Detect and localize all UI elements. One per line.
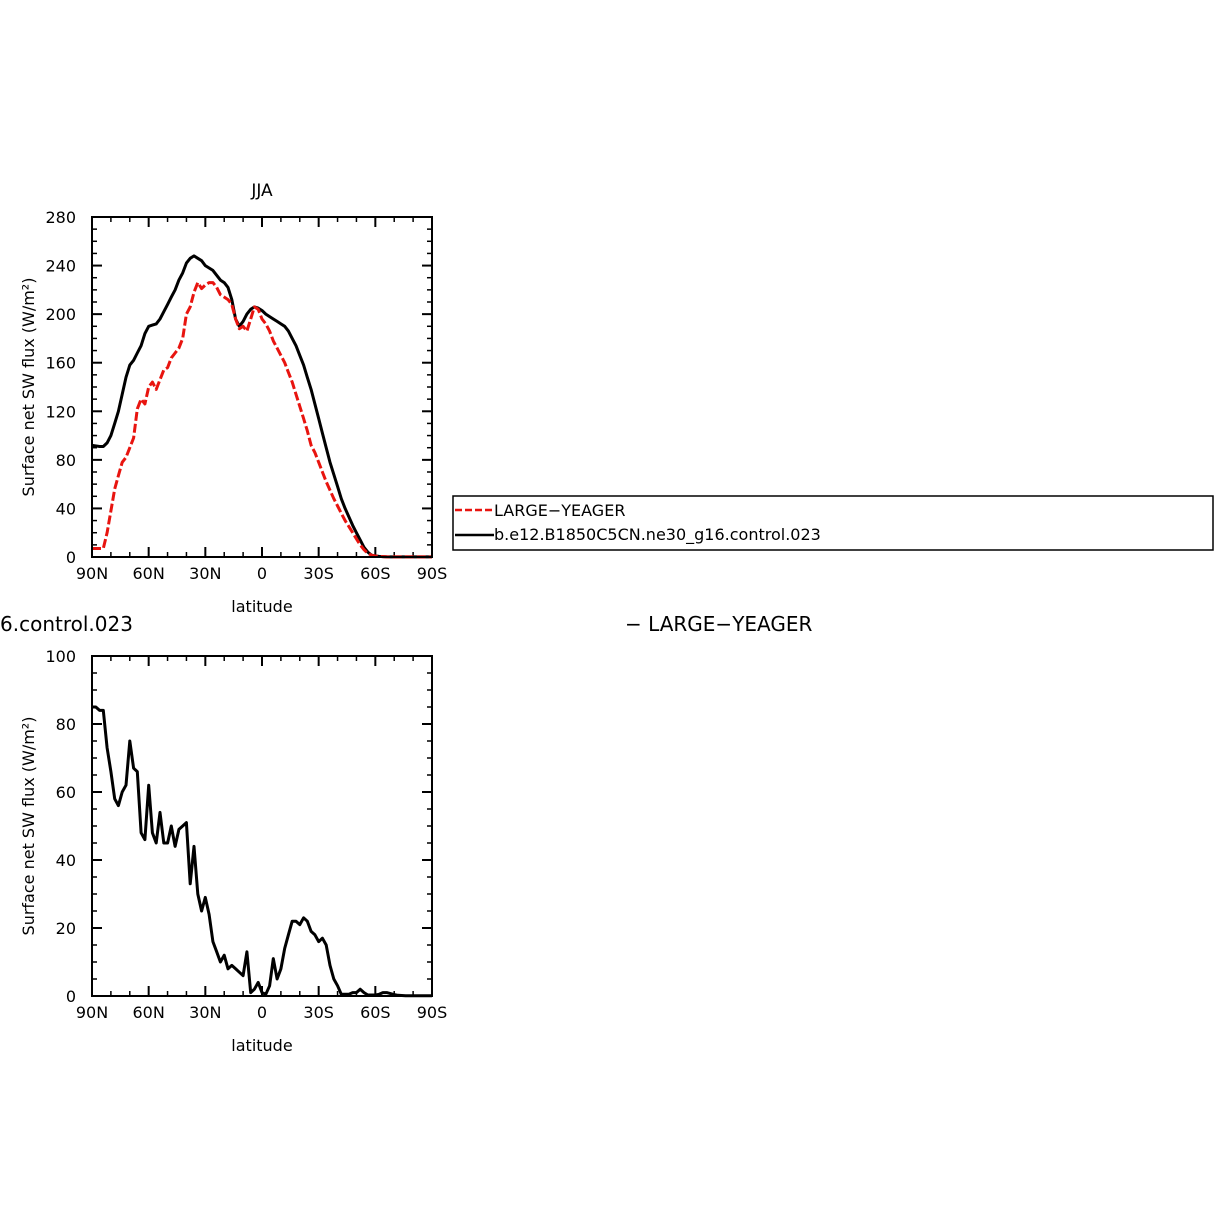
series-line-b-e12-b1850c5cn-ne30-g16-control-023: [91, 254, 432, 559]
x-tick-label: 60N: [133, 564, 165, 583]
bottom-axes-ticks: 90N 60N 30N 0 30S 60S 90S 0 20 40 60 80 100: [45, 647, 447, 1022]
y-tick-label: 0: [66, 548, 76, 567]
legend: LARGE−YEAGER b.e12.B1850C5CN.ne30_g16.co…: [452, 495, 1214, 551]
x-tick-label: 60N: [133, 1003, 165, 1022]
x-tick-label: 90S: [417, 564, 448, 583]
y-tick-label: 160: [45, 354, 76, 373]
y-tick-label: 0: [66, 987, 76, 1006]
top-axes-ticks: 90N 60N 30N 0 30S 60S 90S 0 40 80 120 160 200 240 280: [45, 208, 447, 583]
clipped-label-left: 6.control.023: [0, 612, 133, 636]
top-chart: JJA Surface net SW flux (W/m²) latitude …: [19, 181, 447, 616]
y-tick-label: 280: [45, 208, 76, 227]
top-plot-frame: [91, 216, 433, 558]
x-tick-label: 60S: [360, 1003, 391, 1022]
x-tick-label: 30S: [303, 564, 334, 583]
series-line-large-yeager: [92, 281, 432, 559]
series-line-line0: [92, 705, 432, 998]
legend-label-control: b.e12.B1850C5CN.ne30_g16.control.023: [494, 525, 821, 545]
x-tick-label: 90S: [417, 1003, 448, 1022]
chart-title: JJA: [250, 181, 273, 201]
x-axis-label: latitude: [231, 597, 292, 616]
y-axis-label: Surface net SW flux (W/m²): [19, 278, 38, 497]
x-tick-label: 60S: [360, 564, 391, 583]
y-tick-label: 240: [45, 257, 76, 276]
clipped-label-right: − LARGE−YEAGER: [625, 612, 813, 636]
y-tick-label: 80: [56, 715, 76, 734]
x-tick-label: 30N: [189, 1003, 221, 1022]
y-tick-label: 20: [56, 919, 76, 938]
y-tick-label: 40: [56, 851, 76, 870]
y-axis-label-bottom: Surface net SW flux (W/m²): [19, 717, 38, 936]
y-tick-label: 120: [45, 402, 76, 421]
x-tick-label: 30N: [189, 564, 221, 583]
x-tick-label: 90N: [76, 564, 108, 583]
x-tick-label: 0: [257, 564, 267, 583]
bottom-series-lines: [92, 705, 432, 998]
y-tick-label: 100: [45, 647, 76, 666]
x-tick-label: 30S: [303, 1003, 334, 1022]
y-tick-label: 60: [56, 783, 76, 802]
top-series-lines: [91, 254, 432, 559]
x-tick-label: 0: [257, 1003, 267, 1022]
x-axis-label-bottom: latitude: [231, 1036, 292, 1055]
bottom-plot-frame: [91, 655, 433, 997]
y-tick-label: 80: [56, 451, 76, 470]
legend-label-large-yeager: LARGE−YEAGER: [494, 501, 625, 520]
y-tick-label: 40: [56, 499, 76, 518]
legend-box: [452, 495, 1214, 551]
bottom-chart: Surface net SW flux (W/m²) latitude 90N 6…: [19, 647, 447, 1055]
y-tick-label: 200: [45, 305, 76, 324]
x-tick-label: 90N: [76, 1003, 108, 1022]
